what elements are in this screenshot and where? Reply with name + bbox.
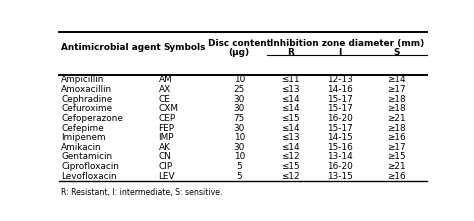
- Text: LEV: LEV: [158, 172, 175, 181]
- Text: AM: AM: [158, 75, 172, 84]
- Text: Inhibition zone diameter (mm): Inhibition zone diameter (mm): [270, 39, 424, 48]
- Text: 30: 30: [234, 143, 245, 152]
- Text: ≥17: ≥17: [387, 85, 406, 94]
- Text: (μg): (μg): [228, 48, 250, 57]
- Text: CN: CN: [158, 152, 171, 161]
- Text: 25: 25: [234, 85, 245, 94]
- Text: 30: 30: [234, 104, 245, 113]
- Text: Cefuroxime: Cefuroxime: [61, 104, 112, 113]
- Text: ≥21: ≥21: [387, 114, 406, 123]
- Text: ≥16: ≥16: [387, 172, 406, 181]
- Text: 5: 5: [237, 162, 242, 171]
- Text: 30: 30: [234, 95, 245, 104]
- Text: ≥15: ≥15: [387, 152, 406, 161]
- Text: R: Resistant, I: intermediate, S: sensitive.: R: Resistant, I: intermediate, S: sensit…: [61, 189, 223, 197]
- Text: FEP: FEP: [158, 124, 174, 133]
- Text: Disc content: Disc content: [208, 39, 271, 48]
- Text: 10: 10: [234, 152, 245, 161]
- Text: Imipenem: Imipenem: [61, 133, 106, 142]
- Text: ≤14: ≤14: [282, 143, 300, 152]
- Text: Gentamicin: Gentamicin: [61, 152, 112, 161]
- Text: 30: 30: [234, 124, 245, 133]
- Text: ≤12: ≤12: [282, 152, 300, 161]
- Text: 13-14: 13-14: [328, 152, 353, 161]
- Text: Amikacin: Amikacin: [61, 143, 102, 152]
- Text: 75: 75: [234, 114, 245, 123]
- Text: ≥18: ≥18: [387, 124, 406, 133]
- Text: Amoxacillin: Amoxacillin: [61, 85, 112, 94]
- Text: 15-16: 15-16: [328, 143, 353, 152]
- Text: S: S: [393, 48, 400, 57]
- Text: ≤13: ≤13: [282, 85, 300, 94]
- Text: ≥18: ≥18: [387, 104, 406, 113]
- Text: 15-17: 15-17: [328, 95, 353, 104]
- Text: ≤14: ≤14: [282, 124, 300, 133]
- Text: ≥16: ≥16: [387, 133, 406, 142]
- Text: ≥21: ≥21: [387, 162, 406, 171]
- Text: 15-17: 15-17: [328, 124, 353, 133]
- Text: ≥17: ≥17: [387, 143, 406, 152]
- Text: 10: 10: [234, 133, 245, 142]
- Text: Antimicrobial agent: Antimicrobial agent: [61, 43, 161, 52]
- Text: CIP: CIP: [158, 162, 173, 171]
- Text: Symbols: Symbols: [163, 43, 205, 52]
- Text: 12-13: 12-13: [328, 75, 353, 84]
- Text: ≤15: ≤15: [282, 114, 300, 123]
- Text: ≤15: ≤15: [282, 162, 300, 171]
- Text: ≤11: ≤11: [282, 75, 300, 84]
- Text: I: I: [338, 48, 342, 57]
- Text: CXM: CXM: [158, 104, 178, 113]
- Text: CE: CE: [158, 95, 170, 104]
- Text: 14-15: 14-15: [328, 133, 353, 142]
- Text: AX: AX: [158, 85, 171, 94]
- Text: Ciprofloxacin: Ciprofloxacin: [61, 162, 119, 171]
- Text: 5: 5: [237, 172, 242, 181]
- Text: ≤13: ≤13: [282, 133, 300, 142]
- Text: Cephradine: Cephradine: [61, 95, 112, 104]
- Text: 10: 10: [234, 75, 245, 84]
- Text: ≥18: ≥18: [387, 95, 406, 104]
- Text: AK: AK: [158, 143, 170, 152]
- Text: IMP: IMP: [158, 133, 174, 142]
- Text: CEP: CEP: [158, 114, 175, 123]
- Text: ≤14: ≤14: [282, 95, 300, 104]
- Text: Levofloxacin: Levofloxacin: [61, 172, 117, 181]
- Text: 16-20: 16-20: [328, 114, 353, 123]
- Text: Cefepime: Cefepime: [61, 124, 104, 133]
- Text: 13-15: 13-15: [328, 172, 353, 181]
- Text: ≤14: ≤14: [282, 104, 300, 113]
- Text: Ampicillin: Ampicillin: [61, 75, 104, 84]
- Text: 16-20: 16-20: [328, 162, 353, 171]
- Text: Cefoperazone: Cefoperazone: [61, 114, 123, 123]
- Text: 14-16: 14-16: [328, 85, 353, 94]
- Text: ≥14: ≥14: [387, 75, 406, 84]
- Text: ≤12: ≤12: [282, 172, 300, 181]
- Text: R: R: [287, 48, 294, 57]
- Text: 15-17: 15-17: [328, 104, 353, 113]
